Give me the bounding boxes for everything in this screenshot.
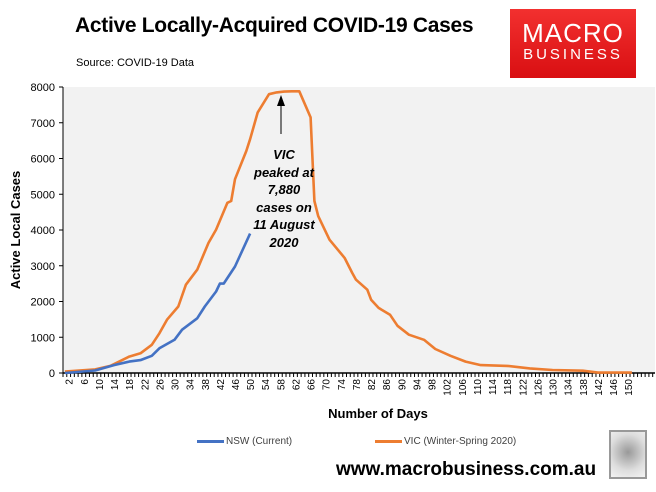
x-tick-label: 130	[549, 379, 560, 396]
x-tick-label: 18	[125, 379, 136, 391]
x-axis-label: Number of Days	[328, 406, 428, 421]
x-tick-label: 42	[216, 379, 227, 391]
legend-item-vic: VIC (Winter-Spring 2020)	[375, 436, 516, 447]
x-tick-label: 98	[428, 379, 439, 391]
series-line-vic	[64, 90, 632, 374]
y-axis-label: Active Local Cases	[8, 171, 23, 290]
chart-source: Source: COVID-19 Data	[76, 57, 194, 69]
y-tick-label: 1000	[31, 332, 55, 344]
logo-line-1: MACRO	[522, 18, 624, 48]
x-tick-label: 34	[186, 379, 197, 391]
y-tick-label: 0	[49, 368, 55, 380]
x-tick-label: 38	[201, 379, 212, 391]
x-tick-label: 106	[458, 379, 469, 396]
x-tick-label: 146	[609, 379, 620, 396]
y-axis: 0 1000 2000 3000 4000 5000 6000 7000 8000	[31, 82, 64, 380]
x-tick-label: 58	[276, 379, 287, 391]
x-tick-label: 50	[246, 379, 257, 391]
x-tick-label: 142	[594, 379, 605, 396]
y-tick-label: 2000	[31, 297, 55, 309]
x-tick-label: 70	[322, 379, 333, 391]
x-tick-label: 126	[533, 379, 544, 396]
x-tick-label: 6	[80, 379, 91, 385]
x-tick-label: 86	[382, 379, 393, 391]
y-tick-label: 5000	[31, 189, 55, 201]
legend-swatch-vic	[375, 440, 402, 443]
legend-item-nsw: NSW (Current)	[197, 436, 292, 447]
y-tick-label: 4000	[31, 225, 55, 237]
y-tick-label: 6000	[31, 154, 55, 166]
x-tick-label: 122	[518, 379, 529, 396]
x-tick-label: 114	[488, 379, 499, 395]
x-tick-label: 94	[412, 379, 423, 391]
wolf-logo	[609, 430, 647, 479]
x-tick-label: 102	[443, 379, 454, 396]
x-tick-label: 90	[397, 379, 408, 391]
logo-line-2: BUSINESS	[523, 46, 623, 63]
y-tick-label: 7000	[31, 118, 55, 130]
x-tick-label: 150	[624, 379, 635, 396]
x-tick-label: 138	[579, 379, 590, 396]
x-tick-label: 54	[261, 379, 272, 391]
annotation-arrow	[277, 95, 285, 134]
x-tick-label: 26	[155, 379, 166, 391]
x-tick-label: 62	[291, 379, 302, 391]
x-tick-label: 134	[564, 379, 575, 396]
x-tick-label: 118	[503, 379, 514, 395]
chart-title: Active Locally-Acquired COVID-19 Cases	[75, 14, 474, 37]
x-tick-label: 30	[171, 379, 182, 391]
legend-label-nsw: NSW (Current)	[226, 436, 293, 447]
x-tick-label: 82	[367, 379, 378, 391]
x-tick-label: 110	[473, 379, 484, 395]
x-tick-label: 78	[352, 379, 363, 391]
legend-label-vic: VIC (Winter-Spring 2020)	[404, 436, 517, 447]
x-tick-label: 46	[231, 379, 242, 391]
y-tick-label: 8000	[31, 82, 55, 94]
macrobusiness-logo: MACRO BUSINESS	[510, 9, 636, 78]
x-tick-label: 74	[337, 379, 348, 391]
website-url: www.macrobusiness.com.au	[336, 459, 597, 480]
x-tick-label: 10	[95, 379, 106, 391]
x-tick-label: 2	[65, 379, 76, 385]
y-tick-label: 3000	[31, 261, 55, 273]
x-tick-label: 22	[140, 379, 151, 391]
x-axis: 2 6 10 14 18 22 26 30 34 38 42 46 50 54 58 62 66 70 74 78 82…	[62, 372, 655, 396]
plot-area	[63, 87, 655, 373]
peak-annotation: VIC peaked at 7,880 cases on 11 August 2…	[253, 147, 315, 250]
series-group	[64, 90, 632, 375]
x-tick-label: 14	[110, 379, 121, 391]
x-tick-label: 66	[307, 379, 318, 391]
legend-swatch-nsw	[197, 440, 224, 443]
series-line-nsw	[64, 233, 252, 375]
